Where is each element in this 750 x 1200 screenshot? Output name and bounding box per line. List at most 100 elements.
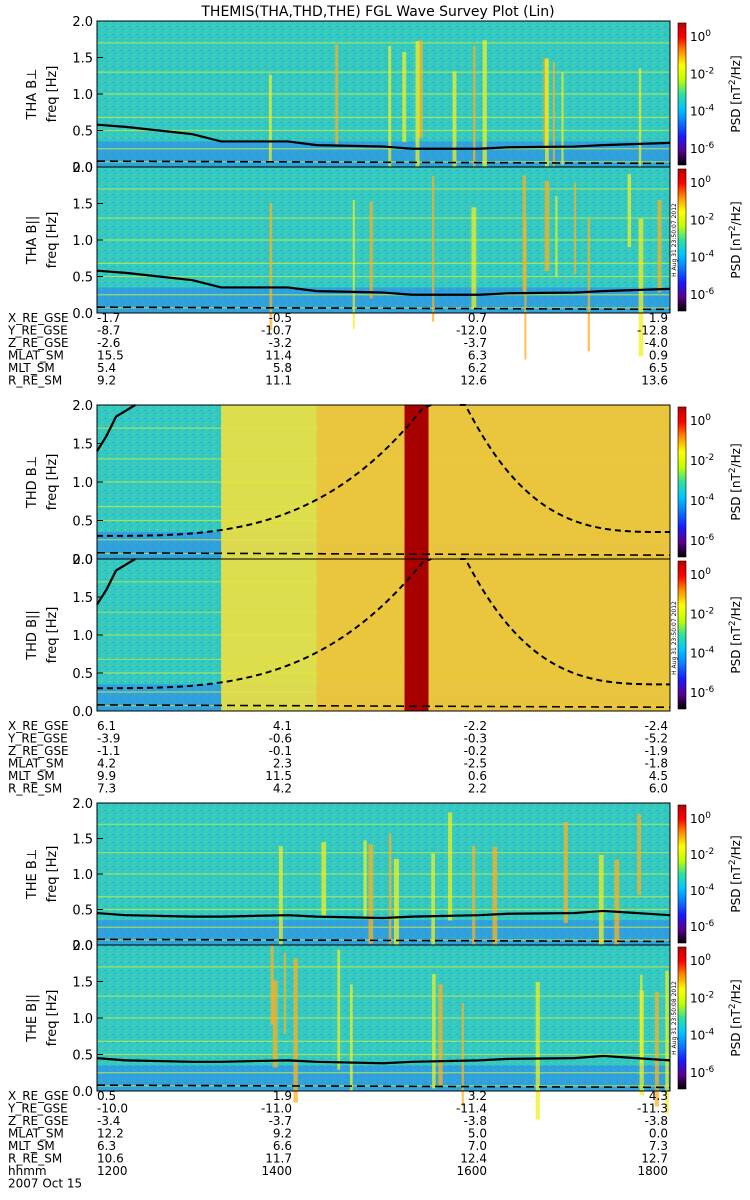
- wave-burst: [432, 974, 436, 1089]
- ephemeris-value: -1.9: [645, 744, 668, 758]
- ephemeris-value: 9.2: [273, 1127, 292, 1141]
- resonance-curve: [96, 558, 432, 690]
- enhanced-power-region: [316, 405, 670, 559]
- resonance-curve: [96, 404, 432, 537]
- wave-burst: [388, 46, 392, 188]
- wave-burst: [321, 842, 327, 916]
- ephemeris-row-label: hhmm: [8, 1164, 47, 1178]
- ephemeris-value: 5.4: [97, 361, 116, 375]
- wave-burst: [293, 958, 298, 1103]
- ephemeris-value: 9.9: [97, 769, 116, 783]
- wave-burst: [369, 201, 373, 299]
- colorbar-tick-label: 100: [690, 413, 711, 428]
- ephemeris-value: 1600: [456, 1164, 487, 1178]
- wave-burst: [270, 945, 274, 1026]
- wave-burst: [524, 220, 527, 360]
- colorbar-tick-label: 100: [690, 175, 711, 190]
- ephemeris-value: 1400: [261, 1164, 292, 1178]
- gyrofrequency-trace: [96, 269, 671, 296]
- ephemeris-value: -4.0: [645, 336, 668, 350]
- ephemeris-value: 5.8: [273, 361, 292, 375]
- ephemeris-value: 5.0: [468, 1127, 487, 1141]
- ephemeris-value: -11.0: [261, 1102, 292, 1116]
- colorbar-scale: [677, 22, 687, 166]
- ephemeris-value: -2.6: [97, 336, 120, 350]
- generation-timestamp: H Aug 31 23:50:07 2012: [671, 203, 678, 277]
- y-tick-label: 1.5: [72, 591, 93, 606]
- wave-burst: [535, 981, 540, 1120]
- colorbar-tick-label: 10-6: [690, 685, 715, 700]
- wave-burst: [368, 844, 374, 944]
- colorbar-tick-label: 10-4: [690, 250, 715, 265]
- ephemeris-row-label: Y_RE_GSE: [7, 1102, 68, 1116]
- ephemeris-value: 12.7: [641, 1152, 668, 1166]
- ephemeris-value: 12.2: [97, 1127, 124, 1141]
- y-tick-label: 0.5: [72, 515, 93, 530]
- enhanced-power-region: [221, 405, 670, 559]
- colorbar-tick-label: 10-6: [690, 1065, 715, 1080]
- ephemeris-row-label: MLT_SM: [8, 769, 55, 783]
- colorbar-tick-label: 10-6: [690, 919, 715, 934]
- panel-ylabel: THD B||: [25, 610, 40, 661]
- ephemeris-row-label: Y_RE_GSE: [7, 732, 68, 746]
- wave-burst: [452, 71, 457, 191]
- spectrogram-tha-bperp: 2.0 1.5 1.0 0.5 0.0 THA B⊥ freq [Hz]: [25, 15, 671, 199]
- spectrogram-thd-bperp: 2.0 1.5 1.0 0.5 0.0 THD B⊥ freq [Hz]: [25, 399, 671, 568]
- ephemeris-value: -2.5: [464, 757, 487, 771]
- spectrogram-the-bperp: 2.0 1.5 1.0 0.5 0.0 THE B⊥ freq [Hz]: [25, 797, 671, 985]
- y-tick-label: 0.5: [72, 1049, 93, 1064]
- panel-axis-label: freq [Hz]: [45, 454, 60, 511]
- wave-burst: [471, 207, 477, 310]
- spectrogram-thd-bpar: 2.0 1.5 1.0 0.5 0.0 THD B|| freq [Hz]: [25, 553, 671, 720]
- ephemeris-value: -11.3: [637, 1102, 668, 1116]
- ephemeris-value: 0.7: [468, 311, 487, 325]
- ephemeris-value: -0.3: [464, 732, 487, 746]
- wave-burst: [337, 949, 341, 1070]
- colorbar-tick-label: 10-6: [690, 533, 715, 548]
- ephemeris-value: 6.0: [649, 782, 668, 796]
- proton-gyrofrequency-trace: [96, 160, 671, 165]
- colorbar-label: PSD [nT2/Hz]: [728, 979, 743, 1056]
- wave-burst: [472, 846, 476, 971]
- panel-ylabel: THE B⊥: [25, 849, 40, 900]
- wave-burst: [574, 183, 577, 275]
- wave-burst: [561, 72, 564, 166]
- spectrogram-tha-bpar: 2.0 1.5 1.0 0.5 0.0 THA B|| freq [Hz]: [25, 161, 671, 360]
- wave-burst: [552, 61, 556, 185]
- ephemeris-value: -10.7: [261, 324, 292, 338]
- wave-burst: [472, 45, 476, 185]
- panel-ylabel: THE B||: [25, 994, 40, 1043]
- ephemeris-row-label: MLAT_SM: [8, 349, 64, 363]
- wave-burst: [482, 40, 487, 169]
- y-tick-label: 1.5: [72, 52, 93, 67]
- y-tick-label: 0.0: [72, 1085, 93, 1100]
- colorbar-tick-label: 10-2: [690, 990, 714, 1005]
- enhanced-power-region: [221, 559, 670, 711]
- colorbar-tick-label: 10-2: [690, 847, 714, 862]
- wave-burst: [448, 812, 453, 921]
- wave-burst: [555, 196, 558, 278]
- ephemeris-value: -3.4: [97, 1114, 120, 1128]
- colorbar-tick-label: 10-4: [690, 104, 715, 119]
- ephemeris-value: -11.4: [456, 1102, 487, 1116]
- wave-burst: [654, 991, 659, 1107]
- colorbar-tick-label: 10-2: [690, 606, 714, 621]
- y-tick-label: 2.0: [72, 399, 93, 414]
- y-tick-label: 1.0: [72, 234, 93, 249]
- saturation-column: [404, 405, 429, 559]
- panel-ylabel: THA B||: [25, 216, 40, 265]
- wave-burst: [268, 74, 272, 164]
- wave-burst: [418, 40, 423, 138]
- y-tick-label: 1.0: [72, 88, 93, 103]
- proton-gyrofrequency-trace: [96, 552, 671, 556]
- y-tick-label: 2.0: [72, 161, 93, 176]
- ephemeris-row-label: MLT_SM: [8, 1139, 55, 1153]
- wave-burst: [350, 984, 353, 1091]
- y-tick-label: 1.0: [72, 868, 93, 883]
- wave-burst: [563, 822, 568, 924]
- colorbar-tick-label: 100: [690, 567, 711, 582]
- y-tick-label: 0.5: [72, 667, 93, 682]
- ephemeris-value: 7.3: [97, 782, 116, 796]
- panel-axis-label: freq [Hz]: [45, 66, 60, 123]
- y-tick-label: 1.5: [72, 438, 93, 453]
